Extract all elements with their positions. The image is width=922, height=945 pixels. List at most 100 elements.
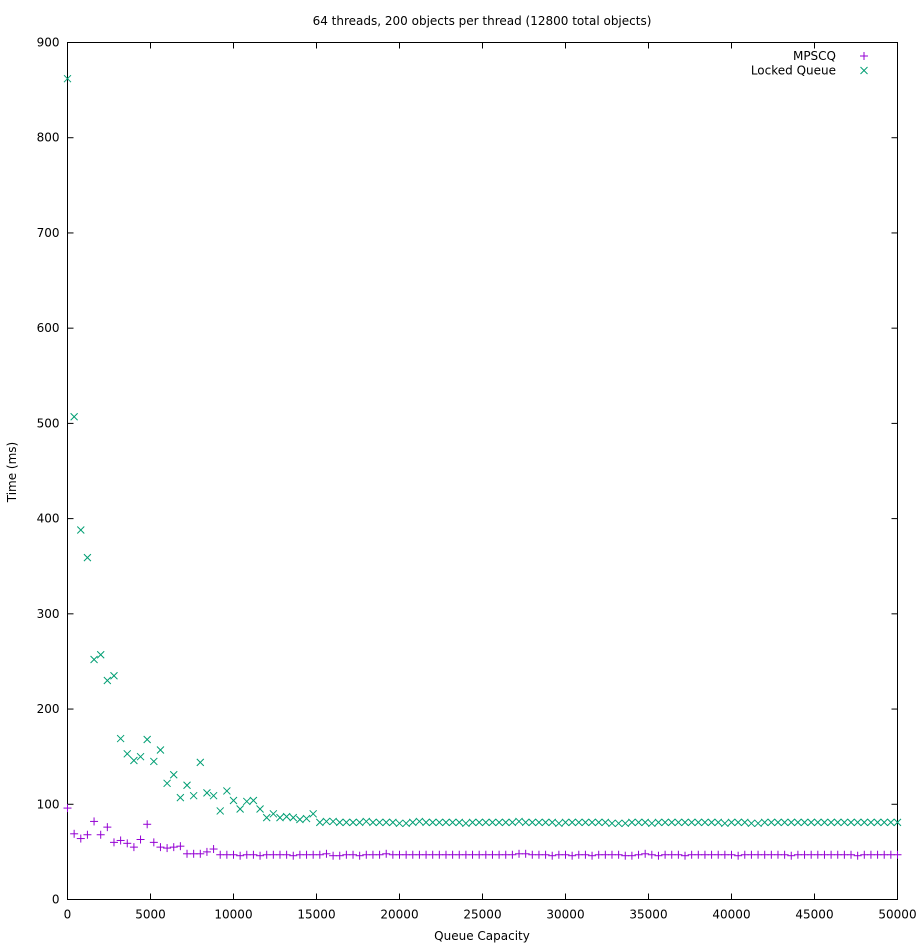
data-point bbox=[508, 818, 517, 827]
data-point bbox=[667, 818, 676, 827]
data-point bbox=[282, 850, 291, 859]
data-point bbox=[760, 818, 769, 827]
data-point bbox=[309, 809, 318, 818]
data-point bbox=[860, 818, 869, 827]
data-point bbox=[116, 836, 125, 845]
data-point bbox=[76, 526, 85, 534]
data-point bbox=[462, 819, 470, 828]
data-point bbox=[176, 793, 185, 802]
y-tick-label: 900 bbox=[37, 36, 60, 50]
data-point bbox=[408, 818, 417, 827]
y-tick: 100 bbox=[37, 797, 898, 811]
data-point bbox=[289, 813, 298, 822]
data-point bbox=[813, 818, 822, 827]
data-point bbox=[548, 818, 557, 827]
data-point bbox=[83, 553, 92, 562]
data-point bbox=[887, 818, 895, 827]
x-tick: 35000 bbox=[629, 42, 668, 922]
y-tick: 400 bbox=[37, 512, 898, 526]
data-point bbox=[588, 851, 597, 860]
data-point bbox=[853, 851, 862, 860]
data-point bbox=[800, 818, 809, 827]
data-point bbox=[734, 851, 743, 860]
data-point bbox=[727, 818, 736, 827]
data-point bbox=[654, 818, 663, 827]
data-point bbox=[780, 818, 789, 827]
data-point bbox=[123, 839, 132, 848]
data-point bbox=[661, 818, 669, 827]
data-point bbox=[442, 818, 450, 827]
data-point bbox=[455, 818, 464, 827]
data-point bbox=[555, 819, 563, 828]
data-point bbox=[468, 818, 477, 827]
data-point bbox=[714, 818, 723, 827]
data-point bbox=[169, 770, 178, 779]
y-tick: 900 bbox=[37, 36, 898, 50]
x-tick: 5000 bbox=[135, 42, 166, 922]
y-tick-label: 400 bbox=[37, 512, 60, 526]
data-point bbox=[794, 818, 802, 827]
data-point bbox=[853, 818, 862, 827]
x-tick-label: 50000 bbox=[878, 908, 916, 922]
data-point bbox=[349, 818, 357, 827]
data-point bbox=[528, 818, 537, 827]
data-point bbox=[515, 817, 523, 826]
data-point bbox=[203, 788, 211, 797]
y-tick: 600 bbox=[37, 321, 898, 335]
y-tick: 200 bbox=[37, 702, 898, 716]
data-point bbox=[183, 781, 191, 790]
data-point bbox=[588, 818, 596, 827]
x-tick: 10000 bbox=[214, 42, 253, 922]
data-point bbox=[594, 818, 603, 827]
data-point bbox=[315, 818, 324, 827]
data-point bbox=[149, 757, 158, 766]
series-mpscq bbox=[63, 804, 902, 860]
data-point bbox=[614, 819, 623, 828]
data-point bbox=[574, 818, 583, 827]
y-tick-label: 500 bbox=[37, 416, 60, 430]
data-point bbox=[96, 830, 105, 839]
x-tick-label: 25000 bbox=[463, 908, 501, 922]
data-point bbox=[282, 812, 291, 821]
data-point bbox=[83, 830, 92, 839]
data-point bbox=[156, 746, 165, 754]
data-point bbox=[521, 849, 530, 858]
data-point bbox=[196, 849, 205, 858]
data-point bbox=[110, 671, 118, 680]
y-tick: 300 bbox=[37, 607, 898, 621]
data-point bbox=[163, 779, 171, 788]
data-point bbox=[521, 818, 530, 827]
x-tick: 15000 bbox=[297, 42, 336, 922]
data-point bbox=[541, 850, 550, 859]
x-tick: 30000 bbox=[546, 42, 585, 922]
data-point bbox=[256, 851, 265, 860]
data-point bbox=[349, 850, 358, 859]
data-point bbox=[422, 818, 430, 827]
x-tick: 50000 bbox=[878, 42, 917, 922]
data-point bbox=[70, 829, 79, 838]
data-point bbox=[256, 805, 264, 813]
data-point bbox=[103, 676, 112, 685]
data-point bbox=[169, 843, 178, 852]
x-tick: 25000 bbox=[463, 42, 502, 922]
data-point bbox=[149, 838, 158, 847]
data-point bbox=[116, 734, 125, 743]
data-point bbox=[807, 818, 816, 827]
data-point bbox=[654, 851, 663, 860]
data-point bbox=[216, 807, 225, 815]
x-tick-label: 20000 bbox=[380, 908, 418, 922]
data-point bbox=[375, 818, 384, 827]
data-point bbox=[209, 845, 218, 854]
plot-frame bbox=[67, 42, 898, 900]
data-point bbox=[687, 818, 696, 827]
data-point bbox=[634, 850, 643, 859]
data-point bbox=[322, 817, 331, 826]
x-tick: 0 bbox=[64, 42, 71, 922]
data-point bbox=[893, 818, 902, 827]
data-point bbox=[355, 818, 364, 827]
data-point bbox=[488, 818, 497, 827]
legend-item: MPSCQ bbox=[793, 49, 868, 63]
data-point bbox=[242, 797, 251, 806]
data-point bbox=[76, 834, 85, 843]
